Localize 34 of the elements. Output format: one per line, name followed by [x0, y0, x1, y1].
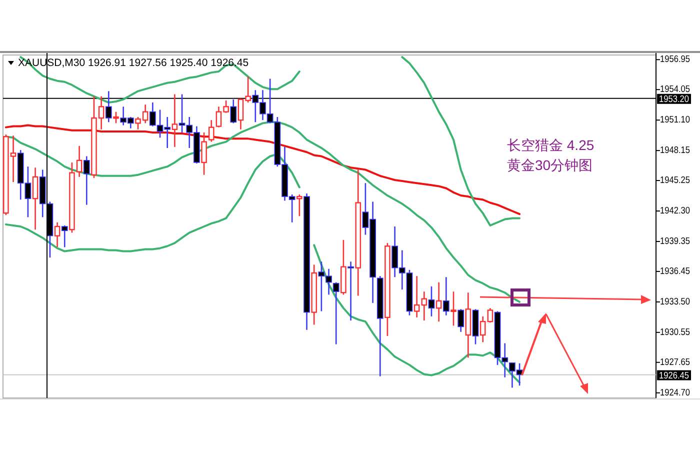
- price-label: 1926.45: [657, 370, 694, 382]
- candlestick: [442, 276, 450, 316]
- y-tick-label: 1933.50: [660, 296, 694, 308]
- candlestick: [458, 308, 464, 333]
- y-tick-label: 1924.70: [660, 387, 694, 398]
- candlestick: [201, 132, 207, 176]
- candlestick: [428, 286, 435, 318]
- candlestick: [61, 224, 68, 248]
- candlestick: [450, 290, 456, 326]
- candlestick: [348, 260, 354, 322]
- y-tick-label: 1954.05: [660, 84, 694, 96]
- candlestick: [436, 282, 442, 322]
- candlestick: [296, 194, 302, 217]
- candlestick: [32, 166, 38, 230]
- y-tick-label: 1945.25: [660, 175, 694, 186]
- y-tick-label: 1956.95: [660, 54, 694, 66]
- annotation: 黄金30分钟图: [507, 157, 593, 173]
- y-tick-label: 1942.30: [660, 206, 694, 217]
- y-tick-label: 1939.35: [660, 236, 694, 247]
- y-tick-label: 1930.55: [660, 326, 694, 338]
- y-tick-label: 1927.65: [660, 356, 694, 368]
- y-tick-label: 1948.15: [660, 145, 694, 156]
- candlestick: [172, 94, 178, 148]
- annotation: 长空猎金 4.25: [507, 137, 594, 153]
- candlestick: [113, 111, 119, 124]
- candlestick: [480, 316, 486, 343]
- line-series: [4, 124, 521, 216]
- candlestick: [332, 282, 340, 345]
- y-tick-label: 1936.45: [660, 266, 694, 277]
- y-tick-label: 1951.10: [660, 114, 694, 126]
- candlestick: [487, 307, 494, 324]
- price-label: 1953.20: [657, 94, 694, 105]
- candlestick: [83, 156, 90, 206]
- candlestick: [54, 222, 60, 248]
